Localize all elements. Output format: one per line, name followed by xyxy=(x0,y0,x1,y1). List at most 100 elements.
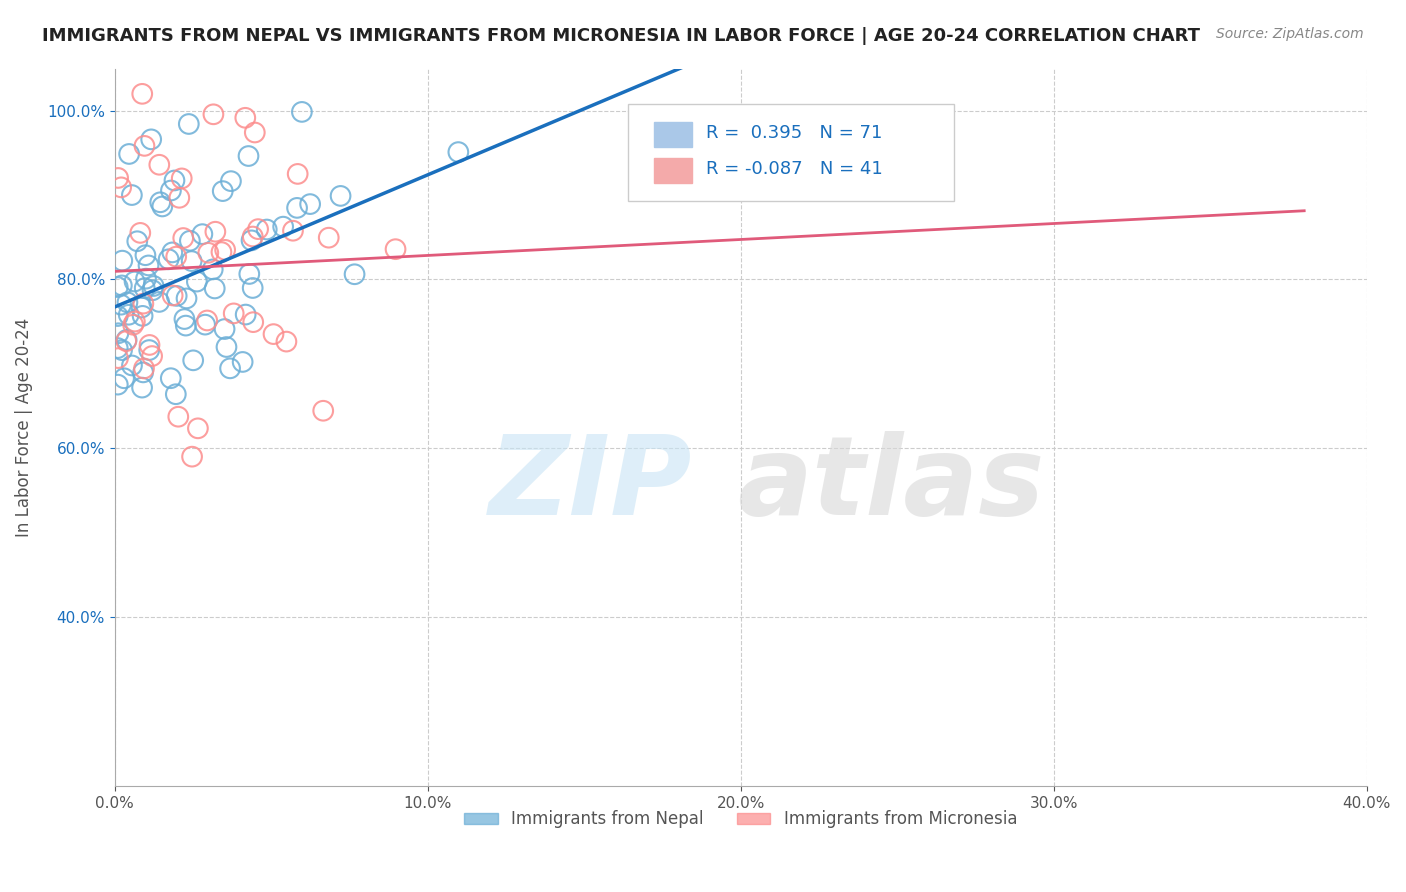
Point xyxy=(177,117,200,131)
Point xyxy=(343,267,366,281)
Point xyxy=(163,173,186,187)
Point xyxy=(107,280,129,294)
Point xyxy=(235,308,257,322)
Y-axis label: In Labor Force | Age 20-24: In Labor Force | Age 20-24 xyxy=(15,318,32,537)
Point xyxy=(141,349,163,363)
Point xyxy=(132,361,155,376)
Point xyxy=(312,403,335,417)
Point xyxy=(169,191,191,205)
Text: atlas: atlas xyxy=(737,431,1045,538)
Point xyxy=(107,326,129,341)
Point xyxy=(159,371,181,385)
Point xyxy=(107,377,129,392)
Point xyxy=(170,171,193,186)
Point xyxy=(329,189,352,203)
Point xyxy=(181,450,204,464)
Point xyxy=(157,252,180,267)
Point xyxy=(124,275,146,289)
Point xyxy=(214,243,236,257)
Point xyxy=(132,296,155,310)
Point xyxy=(107,170,129,185)
Point xyxy=(447,145,470,159)
Point xyxy=(132,365,155,379)
Point xyxy=(179,234,201,248)
Point xyxy=(141,283,163,297)
Point xyxy=(242,315,264,329)
Point xyxy=(202,107,225,121)
Point xyxy=(167,409,190,424)
Point xyxy=(256,222,278,236)
FancyBboxPatch shape xyxy=(654,122,692,146)
Point xyxy=(117,295,139,310)
Point xyxy=(150,199,173,213)
Point xyxy=(115,333,138,347)
Point xyxy=(166,289,188,303)
Point xyxy=(176,292,198,306)
Point xyxy=(281,224,304,238)
Point xyxy=(149,195,172,210)
Point xyxy=(271,219,294,234)
FancyBboxPatch shape xyxy=(654,158,692,183)
Point xyxy=(107,341,129,355)
Point xyxy=(211,245,233,260)
Point xyxy=(110,180,132,194)
Point xyxy=(134,139,156,153)
Point xyxy=(134,281,156,295)
Point xyxy=(263,327,285,342)
Point xyxy=(141,132,163,146)
Point xyxy=(124,315,146,329)
Point xyxy=(138,343,160,357)
Point xyxy=(118,147,141,161)
Point xyxy=(111,278,134,293)
Point xyxy=(162,245,184,260)
Point xyxy=(180,254,202,268)
Point xyxy=(242,281,264,295)
Point xyxy=(134,248,156,262)
Point xyxy=(214,322,236,336)
Point xyxy=(135,271,157,285)
Point xyxy=(195,313,218,327)
Point xyxy=(118,308,141,322)
Point xyxy=(160,184,183,198)
Legend: Immigrants from Nepal, Immigrants from Micronesia: Immigrants from Nepal, Immigrants from M… xyxy=(458,804,1024,835)
Text: Source: ZipAtlas.com: Source: ZipAtlas.com xyxy=(1216,27,1364,41)
Point xyxy=(122,318,145,332)
Point xyxy=(107,309,129,323)
Point xyxy=(138,259,160,273)
Point xyxy=(291,104,314,119)
Point xyxy=(240,233,263,247)
Point xyxy=(219,174,242,188)
Point xyxy=(131,309,153,323)
Point xyxy=(204,225,226,239)
Point xyxy=(107,351,129,365)
Point xyxy=(204,281,226,295)
Point xyxy=(162,288,184,302)
Point xyxy=(238,267,260,281)
Point xyxy=(121,188,143,202)
Point xyxy=(148,158,170,172)
Point xyxy=(142,279,165,293)
Point xyxy=(243,126,266,140)
Point xyxy=(247,222,270,236)
Point xyxy=(287,167,309,181)
Point xyxy=(194,318,217,332)
Point xyxy=(121,359,143,373)
Point xyxy=(115,334,138,348)
Point xyxy=(174,318,197,333)
Point xyxy=(318,230,340,244)
Point xyxy=(148,294,170,309)
Point xyxy=(201,262,224,277)
Text: R =  0.395   N = 71: R = 0.395 N = 71 xyxy=(706,124,882,142)
Point xyxy=(131,301,153,315)
Point xyxy=(181,353,204,368)
Point xyxy=(165,250,187,264)
Point xyxy=(222,306,245,320)
Point xyxy=(211,184,233,198)
Point xyxy=(172,231,194,245)
Point xyxy=(111,343,134,358)
Point xyxy=(219,361,242,376)
Point xyxy=(238,149,260,163)
Point xyxy=(131,87,153,101)
Point xyxy=(191,227,214,241)
Point xyxy=(384,242,406,256)
